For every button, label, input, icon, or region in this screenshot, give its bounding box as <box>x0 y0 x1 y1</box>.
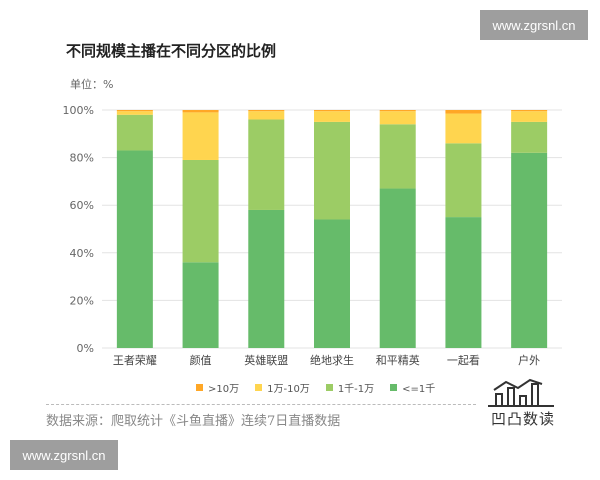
legend-swatch <box>390 383 398 391</box>
bar-segment <box>379 188 416 348</box>
legend-label: 1万-10万 <box>267 383 310 395</box>
bar-segment <box>116 150 153 348</box>
bar-segment <box>379 111 416 125</box>
bar-segment <box>116 111 153 115</box>
legend-swatch <box>325 383 333 391</box>
bar-segment <box>248 111 285 120</box>
bar-segment <box>116 114 153 151</box>
x-tick-label: 颜值 <box>190 354 212 367</box>
x-tick-label: 户外 <box>518 353 540 367</box>
legend-swatch <box>196 383 203 391</box>
bar-segment <box>314 121 350 220</box>
legend-label: >10万 <box>208 383 240 395</box>
x-tick-label: 英雄联盟 <box>244 353 288 367</box>
bar-segment <box>248 119 285 210</box>
stacked-bar-chart: 0% 20% 40% 60% 80% 100% 王者荣耀 颜值 英雄联盟 绝地求生 和平精英 一起看 户… <box>63 104 562 367</box>
bar-segment <box>182 110 219 113</box>
footer-divider <box>46 404 476 405</box>
bar-segment <box>248 209 285 348</box>
legend-item: <=1千 <box>390 380 435 395</box>
bar-segment <box>182 262 219 348</box>
y-tick-label: 80% <box>70 152 94 165</box>
bar-segment <box>379 124 416 189</box>
bar-segment <box>116 110 153 112</box>
watermark-bottom: www.zgrsnl.cn <box>10 440 118 470</box>
bar-segment <box>445 143 482 218</box>
chart-title: 不同规模主播在不同分区的比例 <box>66 42 277 60</box>
bar-segment <box>182 112 219 160</box>
y-tick-label: 40% <box>70 247 94 260</box>
legend-item: 1万-10万 <box>255 380 310 395</box>
bar-segment <box>445 113 482 144</box>
bar-segment <box>445 217 482 348</box>
bar-segment <box>511 121 548 153</box>
x-tick-label: 王者荣耀 <box>113 354 157 367</box>
bar-segment <box>511 111 548 122</box>
bar-segment <box>379 110 416 112</box>
data-source: 数据来源：爬取统计《斗鱼直播》连续7日直播数据 <box>46 414 341 429</box>
bar-segment <box>314 110 350 112</box>
legend-swatch <box>255 383 263 391</box>
legend-item: >10万 <box>196 380 239 395</box>
x-tick-label: 和平精英 <box>376 353 420 367</box>
legend-label: <=1千 <box>402 383 436 395</box>
y-tick-label: 0% <box>77 342 94 355</box>
bar-segment <box>314 111 350 122</box>
legend-item: 1千-1万 <box>325 380 375 395</box>
bar-segment <box>314 219 350 348</box>
y-tick-label: 100% <box>63 104 94 117</box>
bar-chart-logo-icon <box>488 378 554 407</box>
unit-label: 单位：% <box>70 78 114 91</box>
bar-segment <box>445 110 482 114</box>
bar-segment <box>182 159 219 263</box>
x-tick-label: 绝地求生 <box>310 353 354 367</box>
x-tick-label: 一起看 <box>447 353 480 367</box>
y-tick-label: 20% <box>70 294 94 307</box>
watermark-top: www.zgrsnl.cn <box>480 10 588 40</box>
logo-text: 凹凸数读 <box>490 410 555 428</box>
legend-label: 1千-1万 <box>337 383 375 395</box>
bar-segment <box>511 110 548 112</box>
y-tick-label: 60% <box>70 199 94 212</box>
bar-segment <box>248 110 285 112</box>
bar-segment <box>511 152 548 348</box>
chart-legend: >10万 1万-10万 1千-1万 <=1千 <box>196 380 451 395</box>
